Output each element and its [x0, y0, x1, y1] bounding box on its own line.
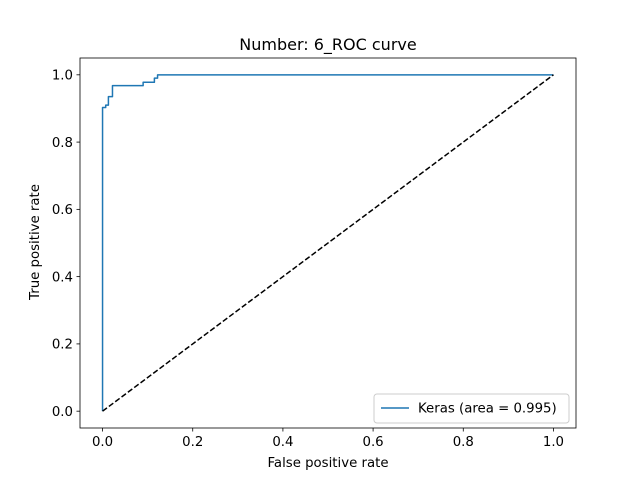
x-tick-label: 0.4: [272, 435, 293, 450]
plot-frame: [79, 57, 577, 429]
chart-title: Number: 6_ROC curve: [239, 35, 416, 55]
y-tick-label: 0.6: [52, 203, 73, 218]
x-axis-label: False positive rate: [268, 456, 389, 471]
y-tick-label: 1.0: [52, 69, 73, 84]
plot-lines: [101, 74, 554, 412]
y-tick-label: 0.8: [52, 136, 73, 151]
y-tick-label: 0.2: [52, 338, 73, 353]
legend-label-keras: Keras (area = 0.995): [418, 402, 557, 417]
y-axis-ticks: 0.0 0.2 0.4 0.6 0.8 1.0: [52, 69, 80, 420]
y-tick-label: 0.0: [52, 405, 73, 420]
diagonal-reference-line: [102, 74, 554, 412]
legend: Keras (area = 0.995): [373, 393, 570, 424]
y-tick-label: 0.4: [52, 270, 73, 285]
x-axis-ticks: 0.0 0.2 0.4 0.6 0.8 1.0: [92, 428, 564, 450]
x-tick-label: 0.2: [182, 435, 203, 450]
x-tick-label: 0.8: [453, 435, 474, 450]
y-axis-label: True positive rate: [28, 184, 43, 301]
legend-box: [373, 393, 570, 424]
x-tick-label: 0.6: [363, 435, 384, 450]
series-line-keras: [101, 74, 554, 412]
x-tick-label: 0.0: [92, 435, 113, 450]
x-tick-label: 1.0: [543, 435, 564, 450]
